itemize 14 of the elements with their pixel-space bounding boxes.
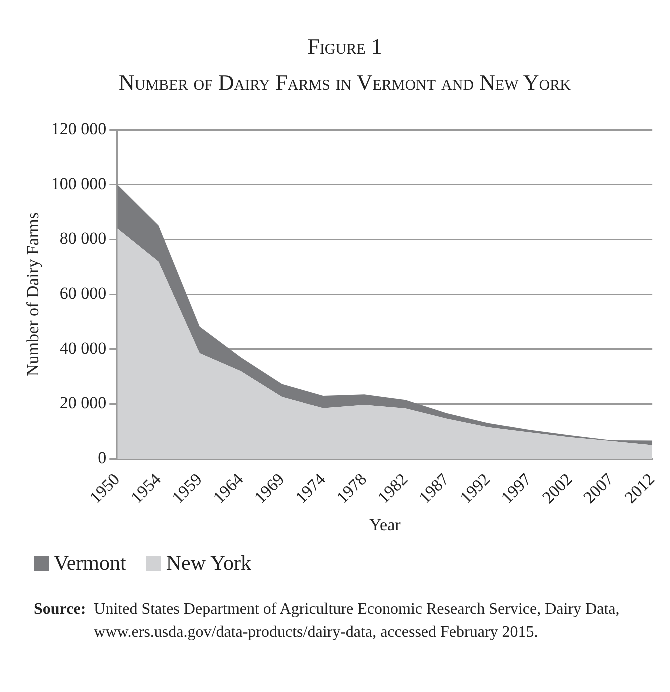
legend-label: New York — [165, 551, 252, 576]
source-note: Source: United States Department of Agriculture Economic Research Service, Dairy Data, www.ers.usda.gov/data-products/dairy-data, accessed February 2015. — [34, 600, 621, 643]
y-tick-label: 100 000 — [51, 174, 107, 194]
legend-label: Vermont — [53, 551, 126, 576]
x-axis-title: Year — [369, 515, 402, 534]
y-axis-title: Number of Dairy Farms — [24, 212, 43, 376]
y-tick-label: 40 000 — [60, 338, 107, 358]
y-tick-label: 60 000 — [60, 284, 107, 304]
y-tick-label: 20 000 — [60, 394, 107, 413]
y-tick-label: 120 000 — [51, 119, 107, 138]
y-tick-label: 80 000 — [60, 229, 107, 248]
chart-title: Figure 1 — [306, 34, 384, 60]
chart-subtitle: Number of Dairy Farms in Vermont and New York — [118, 70, 572, 96]
y-tick-label: 0 — [98, 448, 107, 468]
